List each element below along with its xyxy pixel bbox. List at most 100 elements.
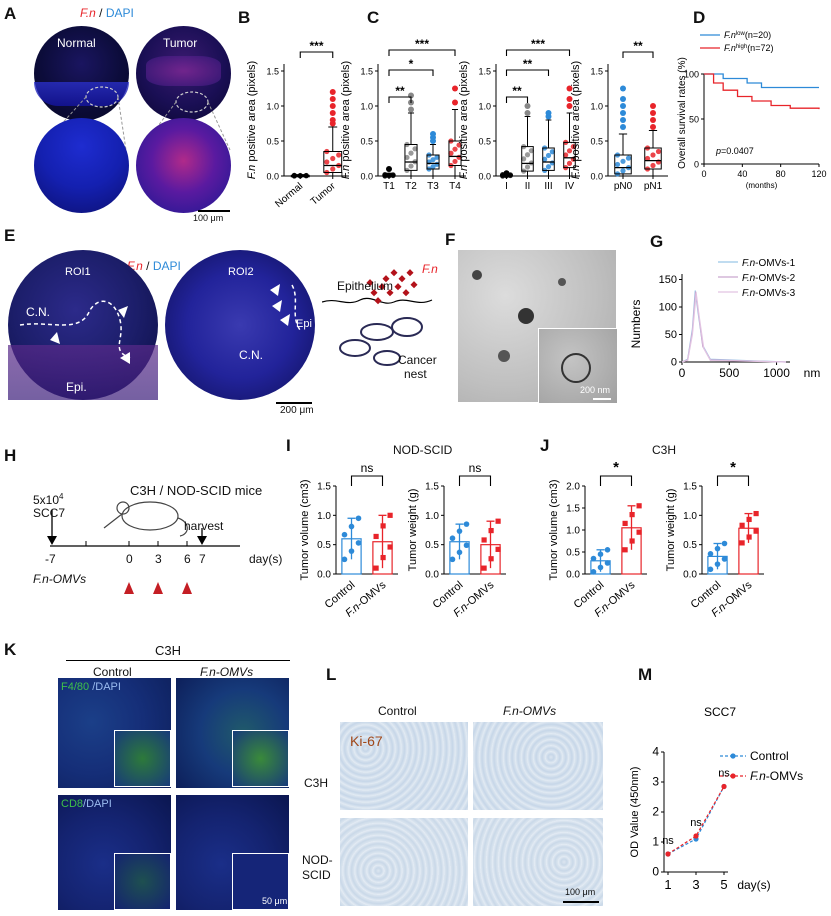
scale-label-f: 200 nm <box>580 385 611 395</box>
epi-label-2: Epi <box>296 318 312 330</box>
title-sep: / <box>95 6 106 20</box>
day-tick: 3 <box>155 552 162 566</box>
panel-m-label: M <box>638 665 653 684</box>
significance-label: ns <box>361 461 374 475</box>
y-tick-label: 1.5 <box>478 67 491 77</box>
scale-bar-e <box>276 402 312 404</box>
panel-f-label: F <box>445 230 456 249</box>
day-tick: 6 <box>184 552 191 566</box>
scale-label-l: 100 μm <box>565 887 596 897</box>
data-point <box>330 166 336 172</box>
annotation-label: ns <box>662 835 674 847</box>
y-tick-label: 0.5 <box>360 137 373 147</box>
data-point <box>348 523 355 530</box>
data-point <box>566 148 573 154</box>
data-point <box>590 555 597 562</box>
x-tick-label: 0 <box>679 366 686 380</box>
cells-count: 5x10 <box>33 493 60 507</box>
y-tick-label: 0.0 <box>590 172 603 182</box>
data-point <box>448 150 454 156</box>
l-nod-omvs-image <box>473 818 603 906</box>
data-point <box>753 510 759 517</box>
x-tick-label: Normal <box>273 181 305 210</box>
scale-bar-f <box>593 398 611 400</box>
dapi-label: DAPI <box>152 259 181 273</box>
box <box>448 140 462 166</box>
data-point <box>604 560 611 566</box>
nta-curve <box>681 293 787 363</box>
data-point <box>739 540 745 546</box>
data-point <box>665 851 671 857</box>
x-tick-label: Tumor <box>309 180 338 207</box>
outlier-point <box>329 117 336 123</box>
data-point <box>545 152 552 159</box>
y-tick-label: 0.0 <box>360 172 373 182</box>
nta-plot-g: 0 50 100 150 0 500 1000 nm Numbers F.n-OMVs-1 F.n-… <box>629 258 820 380</box>
significance-label: ** <box>633 39 643 53</box>
x-tick-label: T3 <box>427 181 439 192</box>
l-c3h-row-label: C3H <box>304 776 329 790</box>
y-tick-label: 0.5 <box>683 540 697 551</box>
data-point <box>721 783 727 790</box>
data-point <box>449 556 456 563</box>
data-point <box>620 158 626 164</box>
data-point <box>373 533 379 540</box>
significance-label: *** <box>415 37 429 51</box>
ki67-label: Ki-67 <box>350 733 383 749</box>
outlier-point <box>452 85 458 92</box>
y-tick-label: 3 <box>652 775 659 789</box>
outlier-point <box>545 110 552 116</box>
y-axis-label: F.n positive area (pixels) <box>458 61 470 179</box>
box <box>644 147 662 170</box>
outlier-point <box>650 103 656 109</box>
annotation-label: ns <box>690 817 702 829</box>
data-point <box>620 168 626 174</box>
y-tick-label: 0.5 <box>590 137 603 147</box>
x-tick-label: pN0 <box>614 181 633 192</box>
data-point <box>481 537 487 543</box>
box-plot-b: 0.0 0.5 1.0 1.5 F.n positive area (pixels) No… <box>246 39 349 210</box>
l-nod-row-label-2: SCID <box>302 868 331 882</box>
y-axis-label: Tumor volume (cm3) <box>548 479 560 580</box>
outlier-point <box>620 103 626 109</box>
data-point <box>549 149 555 155</box>
y-tick-label: 0.0 <box>566 570 580 581</box>
y-tick-label: 1.0 <box>425 511 439 522</box>
k-title-rule <box>66 660 290 661</box>
significance-label: * <box>730 459 736 476</box>
title-sep: / <box>142 259 153 273</box>
data-point <box>456 549 463 556</box>
data-point <box>387 512 393 518</box>
data-point <box>714 545 721 552</box>
x-tick-label: 1 <box>664 877 671 892</box>
l-nod-control-image <box>340 818 468 906</box>
data-point <box>456 142 462 148</box>
significance-label: ** <box>512 84 522 98</box>
x-tick-label: IV <box>565 181 575 192</box>
day-tick: 7 <box>199 552 206 566</box>
significance-bracket <box>505 49 571 56</box>
schematic-diagram <box>322 269 433 366</box>
data-point <box>449 535 456 542</box>
y-tick-label: 1.0 <box>590 102 603 112</box>
box-plot-c2: 0.00.51.01.5F.n positive area (pixels)I I… <box>458 37 580 192</box>
data-point <box>570 144 576 150</box>
scale-bar-l <box>563 901 599 903</box>
y-tick-label: 2 <box>652 805 659 819</box>
y-tick-label: 1.0 <box>566 526 580 537</box>
scale-bar-a <box>198 210 230 212</box>
outlier-point <box>329 110 336 116</box>
data-point <box>430 157 436 163</box>
panel-b-label: B <box>238 8 251 27</box>
legend-label: F.n-OMVs-1 <box>742 258 796 269</box>
p-value: p=0.0407 <box>715 146 754 156</box>
outlier-point <box>650 117 656 123</box>
y-tick-label: 1.5 <box>317 482 331 493</box>
l-c3h-control-image <box>340 722 468 810</box>
outlier-point <box>650 124 656 130</box>
data-point <box>452 146 458 152</box>
data-point <box>721 540 728 547</box>
panel-j-label: J <box>540 436 550 455</box>
